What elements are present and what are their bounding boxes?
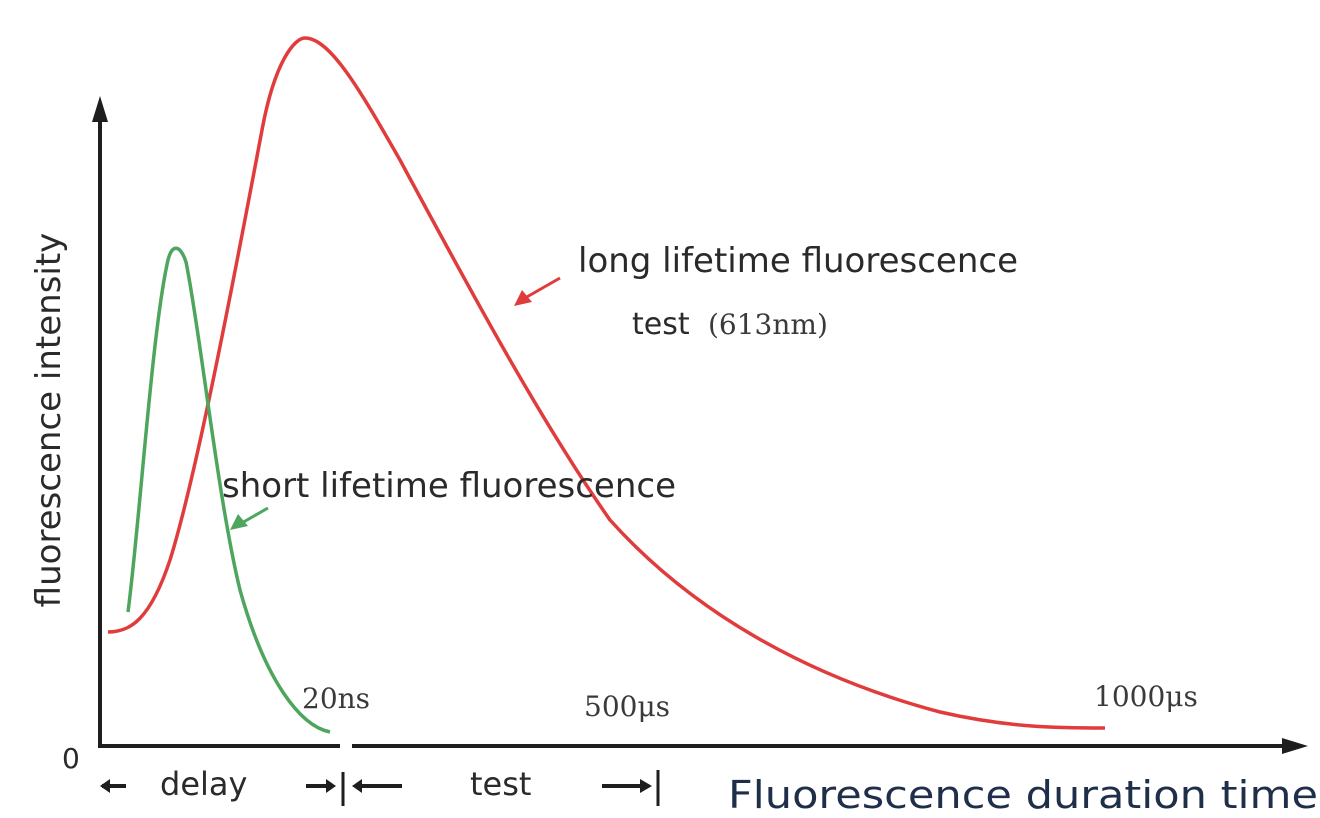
delay-left-arrowhead (100, 779, 110, 793)
long-lifetime-curve (107, 36, 1106, 730)
short-lifetime-pointer-line (239, 506, 269, 526)
test-left-arrowhead (352, 779, 362, 793)
x-axis-label: Fluorescence duration time (728, 773, 1318, 817)
long-lifetime-test-word: test (632, 307, 690, 342)
long-lifetime-pointer-head (514, 290, 532, 306)
x-axis-arrowhead (1282, 738, 1308, 754)
test-interval-label: test (470, 765, 531, 803)
origin-label: 0 (62, 742, 80, 775)
short-lifetime-pointer-head (230, 514, 248, 530)
time-mark-20ns: 20ns (302, 682, 370, 715)
long-lifetime-pointer-line (524, 276, 561, 300)
y-axis-label: fluorescence intensity (29, 233, 69, 608)
y-axis-arrowhead (92, 96, 108, 122)
long-lifetime-wavelength: (613nm) (708, 308, 828, 341)
delay-right-arrowhead (326, 779, 336, 793)
short-lifetime-curve (126, 246, 331, 734)
delay-label: delay (160, 765, 247, 803)
short-lifetime-label: short lifetime fluorescence (222, 466, 676, 506)
time-mark-1000us: 1000μs (1094, 680, 1198, 713)
time-mark-500us: 500μs (584, 690, 670, 723)
long-lifetime-label: long lifetime fluorescence (578, 241, 1018, 281)
test-right-arrowhead (640, 779, 652, 793)
